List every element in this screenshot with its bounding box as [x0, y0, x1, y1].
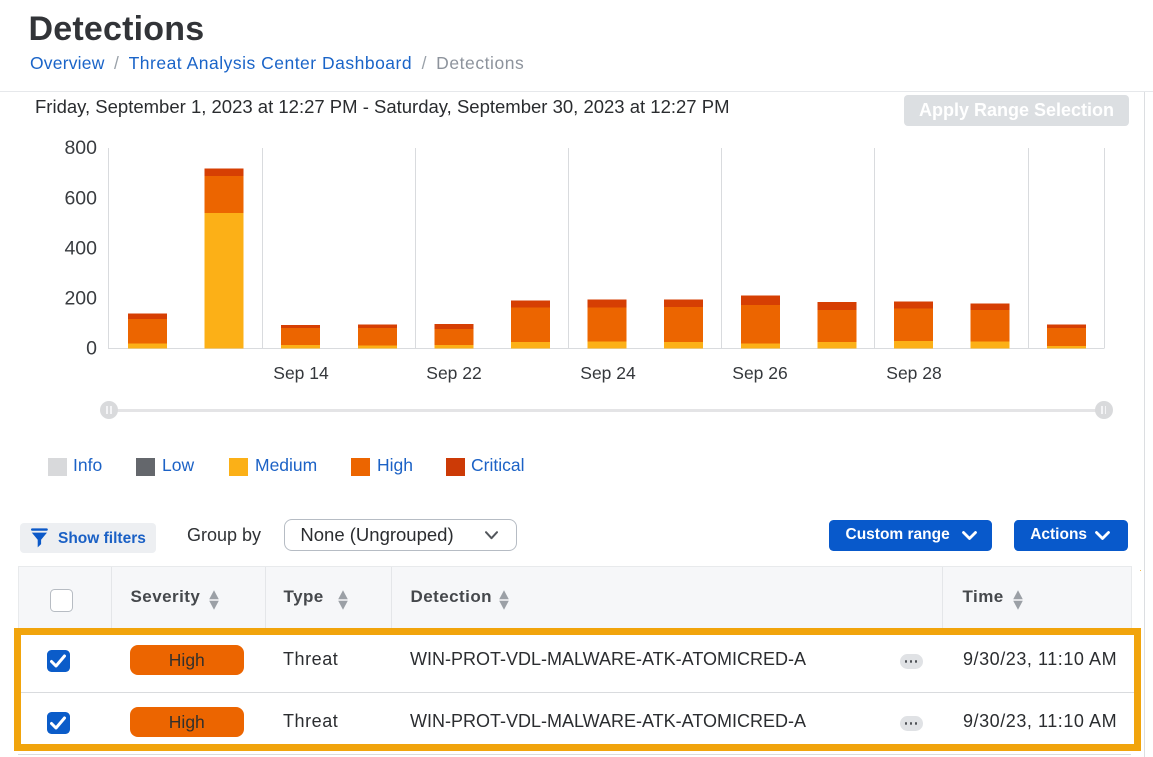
svg-text:400: 400 [64, 237, 97, 259]
svg-text:0: 0 [86, 338, 97, 360]
svg-text:200: 200 [64, 288, 97, 310]
svg-text:600: 600 [64, 187, 97, 209]
svg-text:800: 800 [64, 137, 97, 159]
